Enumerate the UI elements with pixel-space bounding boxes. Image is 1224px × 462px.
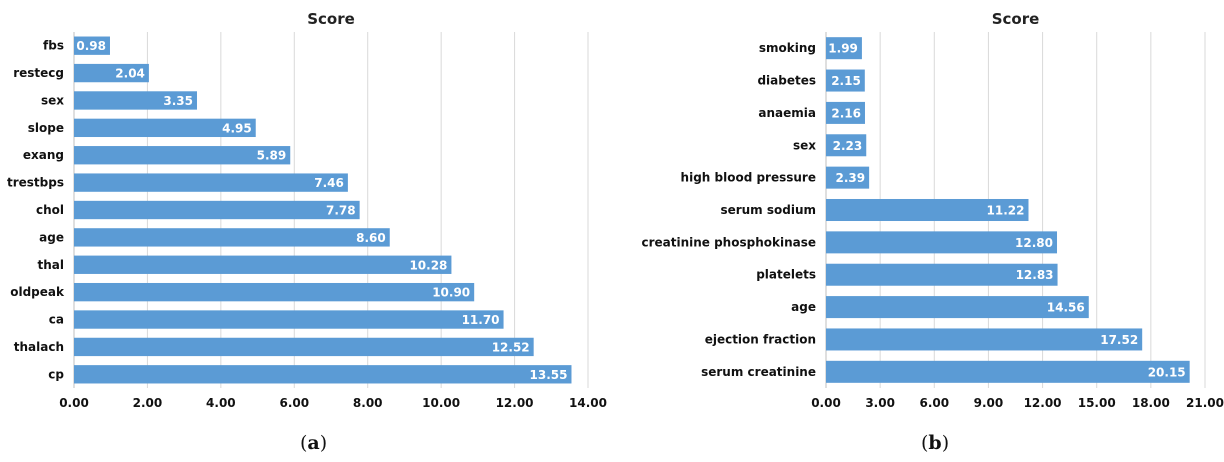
caption-b: (b) [921,432,950,454]
data-label: 2.23 [833,139,863,153]
data-label: 0.98 [76,39,106,53]
data-label: 3.35 [163,94,193,108]
x-tick-label: 6.00 [279,396,309,410]
x-tick-label: 18.00 [1132,396,1170,410]
bar [826,198,1029,222]
data-label: 2.04 [115,67,145,81]
data-label: 10.28 [409,258,447,272]
chart-title: Score [307,10,355,28]
category-label: creatinine phosphokinase [641,235,816,249]
category-label: smoking [759,41,816,55]
category-label: anaemia [758,106,816,120]
category-label: thalach [14,340,64,354]
data-label: 10.90 [432,286,470,300]
x-tick-label: 8.00 [353,396,383,410]
category-label: sex [41,93,64,107]
category-label: thal [38,258,65,272]
category-label: diabetes [757,74,816,88]
bar [826,101,865,124]
category-label: exang [23,148,64,162]
bar [74,255,452,274]
data-label: 1.99 [828,42,858,56]
category-label: serum sodium [720,203,816,217]
chart-panel-b: Score 0.00 3.00 6.00 9.00 12.00 15.00 18.00 21.0… [612,0,1224,462]
data-label: 14.56 [1047,301,1085,315]
x-tick-label: 14.00 [569,396,607,410]
category-label: cp [48,367,64,381]
category-label: slope [28,121,64,135]
bar [74,146,291,165]
category-label: serum creatinine [701,365,816,379]
x-tick-label: 12.00 [1024,396,1062,410]
data-label: 17.52 [1100,333,1138,347]
category-label: fbs [43,39,64,53]
x-tick-label: 3.00 [865,396,895,410]
category-label: trestbps [7,176,64,190]
bar [74,118,256,138]
category-label: ca [49,313,64,327]
x-tick-label: 21.00 [1186,396,1224,410]
category-label: high blood pressure [681,171,816,185]
bar [826,296,1089,319]
bar [74,173,348,192]
chart-a: Score 0.00 2.00 4.00 6.00 8.00 10.00 12.00 14.00… [7,10,607,410]
chart-panel-a: Score 0.00 2.00 4.00 6.00 8.00 10.00 12.00 14.00… [7,10,607,454]
x-tick-label: 6.00 [919,396,949,410]
data-label: 20.15 [1148,365,1186,379]
bar [74,337,534,357]
chart-title: Score [992,10,1040,28]
data-label: 12.83 [1016,268,1054,282]
x-tick-label: 2.00 [133,396,163,410]
bar [74,36,110,55]
bar [826,134,867,157]
data-label: 12.80 [1015,236,1053,250]
bar [74,365,572,384]
data-label: 2.15 [831,74,861,88]
category-label: platelets [756,268,816,282]
category-label: chol [36,203,64,217]
x-tick-label: 12.00 [496,396,534,410]
category-label: age [791,300,816,314]
bar [74,310,504,329]
data-label: 7.78 [326,204,356,218]
x-tick-label: 0.00 [59,396,89,410]
bar [826,166,870,189]
data-label: 12.52 [492,340,530,354]
data-label: 11.22 [987,204,1025,218]
category-label: sex [793,138,816,152]
category-label: oldpeak [10,285,65,299]
data-label: 5.89 [257,149,287,163]
x-tick-label: 9.00 [974,396,1004,410]
caption-a: (a) [300,432,328,454]
bar [74,63,149,83]
data-label: 11.70 [462,313,500,327]
data-label: 4.95 [222,121,252,135]
bar [826,37,862,60]
data-label: 13.55 [530,368,568,382]
x-tick-label: 15.00 [1078,396,1116,410]
bar [826,231,1058,254]
category-label: age [39,230,64,244]
bar [74,282,475,302]
category-label: restecg [13,66,64,80]
x-tick-label: 0.00 [811,396,841,410]
bar [826,360,1190,383]
data-label: 2.16 [831,106,861,120]
x-tick-label: 10.00 [422,396,460,410]
bar [74,228,390,247]
data-label: 7.46 [314,176,344,190]
bar [826,69,865,92]
bar [74,200,360,220]
x-tick-label: 4.00 [206,396,236,410]
chart-b: Score 0.00 3.00 6.00 9.00 12.00 15.00 18.00 21.0… [641,10,1224,410]
data-label: 8.60 [356,231,386,245]
data-label: 2.39 [836,171,866,185]
category-label: ejection fraction [705,332,816,346]
bar [826,328,1143,351]
bar [826,263,1058,286]
bar [74,91,197,110]
